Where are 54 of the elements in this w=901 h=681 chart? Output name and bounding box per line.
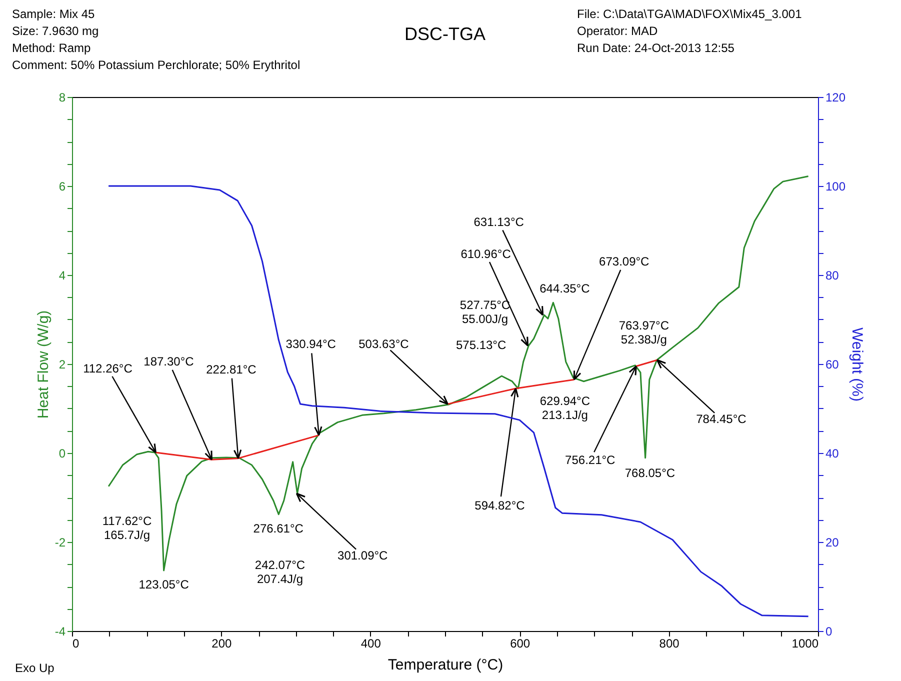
annotation: 594.82°C bbox=[474, 498, 526, 512]
y2-axis-title: Weight (%) bbox=[848, 328, 866, 402]
text: Run Date: 24-Oct-2013 12:55 bbox=[577, 41, 735, 55]
text: Exo Up bbox=[15, 661, 55, 675]
y2-tick-label: 120 bbox=[826, 90, 846, 104]
annotation: 756.21°C bbox=[565, 453, 616, 468]
annotation: 644.35°C bbox=[540, 282, 590, 296]
annotation: 631.13°C bbox=[474, 215, 524, 230]
y-tick-label: 2 bbox=[58, 358, 66, 372]
annotation: 276.61°C bbox=[253, 521, 304, 536]
annotation: 629.94°C 213.1J/g bbox=[540, 394, 590, 422]
y-tick-label: -4 bbox=[54, 624, 66, 638]
text: File: C:\Data\TGA\MAD\FOX\Mix45_3.001 bbox=[577, 7, 802, 21]
text: Operator: MAD bbox=[577, 24, 658, 38]
x-tick-label: 800 bbox=[659, 636, 680, 650]
y-tick-label: 6 bbox=[58, 180, 66, 194]
annotation: 301.09°C bbox=[338, 548, 388, 562]
y2-tick-label: 100 bbox=[826, 180, 846, 194]
y2-tick-label: 80 bbox=[826, 268, 840, 282]
annotation: 117.62°C 165.7J/g bbox=[102, 514, 152, 542]
y-tick-label: 8 bbox=[58, 90, 66, 104]
y-tick-label: 4 bbox=[58, 268, 66, 282]
y-tick-label: -2 bbox=[54, 536, 66, 550]
y2-tick-label: 0 bbox=[826, 624, 832, 638]
annotation: 673.09°C bbox=[599, 254, 650, 269]
annotation: 610.96°C bbox=[460, 246, 512, 261]
y2-tick-label: 20 bbox=[826, 536, 840, 550]
x-tick-label: 1000 bbox=[792, 636, 819, 650]
annotation: 187.30°C bbox=[144, 354, 194, 369]
annotation: 330.94°C bbox=[286, 337, 336, 352]
annotation: 222.81°C bbox=[206, 362, 257, 376]
text: Comment: 50% Potassium Perchlorate; 50% Erythritol bbox=[12, 58, 300, 72]
x-tick-label: 400 bbox=[360, 636, 382, 650]
annotation: 784.45°C bbox=[696, 412, 747, 426]
text: Method: Ramp bbox=[12, 41, 92, 55]
annotation: 768.05°C bbox=[624, 466, 676, 480]
annotation: 242.07°C 207.4J/g bbox=[254, 558, 306, 586]
x-axis-title: Temperature (°C) bbox=[388, 656, 504, 674]
text: Size: 7.9630 mg bbox=[12, 24, 99, 38]
annotation: 575.13°C bbox=[456, 338, 506, 352]
annotation: 763.97°C 52.38J/g bbox=[618, 318, 670, 346]
annotation: 503.63°C bbox=[358, 337, 410, 352]
annotation: 123.05°C bbox=[138, 577, 190, 592]
x-tick-label: 600 bbox=[510, 636, 530, 650]
x-tick-label: 200 bbox=[212, 636, 232, 650]
annotation: 527.75°C 55.00J/g bbox=[460, 298, 510, 326]
y-axis-title: Heat Flow (W/g) bbox=[34, 310, 52, 419]
chart-title: DSC-TGA bbox=[404, 24, 486, 44]
y2-tick-label: 40 bbox=[826, 446, 840, 460]
y2-tick-label: 60 bbox=[826, 358, 840, 372]
x-tick-label: 0 bbox=[72, 636, 80, 650]
annotation: 112.26°C bbox=[83, 362, 133, 376]
text: Sample: Mix 45 bbox=[12, 7, 96, 21]
y-tick-label: 0 bbox=[58, 446, 66, 460]
